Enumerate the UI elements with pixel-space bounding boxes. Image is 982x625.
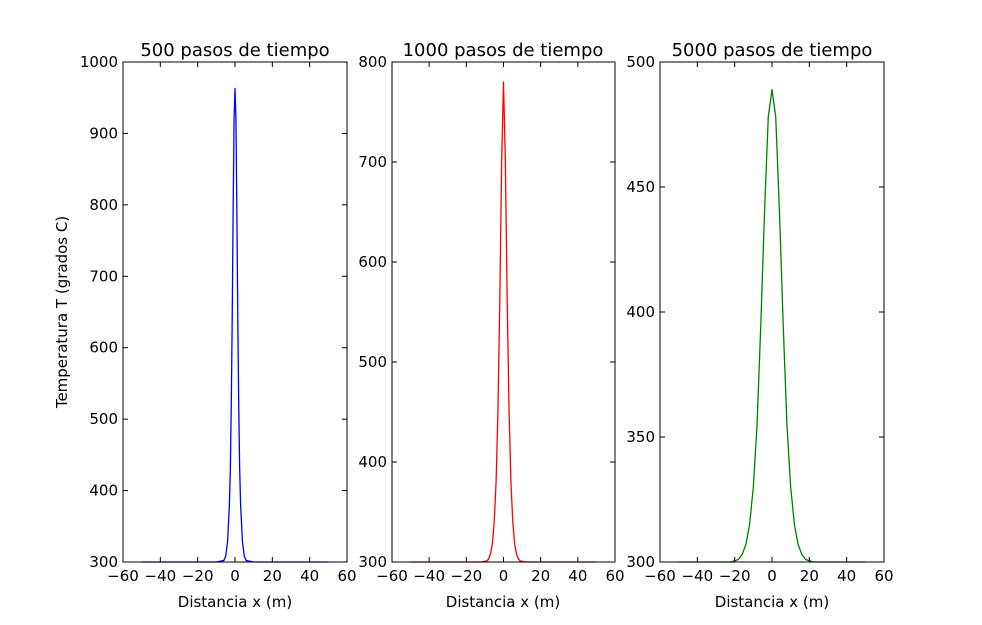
x-tick-label: 0 bbox=[499, 567, 509, 585]
panel-500-steps: 500 pasos de tiempo Distancia x (m) −60−… bbox=[80, 40, 357, 611]
x-axis-label: Distancia x (m) bbox=[178, 593, 292, 611]
x-tick-label: −20 bbox=[182, 567, 214, 585]
y-tick-label: 400 bbox=[626, 303, 655, 321]
plot-frame bbox=[122, 61, 348, 563]
y-tick-label: 350 bbox=[626, 428, 655, 446]
x-tick-label: −60 bbox=[644, 567, 676, 585]
y-tick-label: 600 bbox=[89, 339, 118, 357]
x-tick-label: 40 bbox=[568, 567, 587, 585]
x-tick-label: −40 bbox=[413, 567, 445, 585]
x-tick-label: 60 bbox=[337, 567, 356, 585]
x-tick-label: 60 bbox=[874, 567, 893, 585]
y-tick-label: 700 bbox=[89, 267, 118, 285]
x-axis-label: Distancia x (m) bbox=[446, 593, 560, 611]
panel-1000-steps: 1000 pasos de tiempo Distancia x (m) −60… bbox=[358, 40, 624, 611]
y-tick-label: 400 bbox=[358, 453, 387, 471]
series-line-0 bbox=[410, 81, 597, 563]
y-tick-label: 400 bbox=[89, 482, 118, 500]
x-tick-label: −20 bbox=[719, 567, 751, 585]
panel-title: 500 pasos de tiempo bbox=[140, 40, 329, 61]
y-tick-label: 1000 bbox=[80, 53, 118, 71]
y-tick-label: 300 bbox=[626, 553, 655, 571]
panel-title: 5000 pasos de tiempo bbox=[672, 40, 873, 61]
y-tick-label: 600 bbox=[358, 253, 387, 271]
panel-title: 1000 pasos de tiempo bbox=[403, 40, 604, 61]
y-tick-label: 300 bbox=[358, 553, 387, 571]
x-tick-label: −40 bbox=[682, 567, 714, 585]
x-tick-label: 40 bbox=[837, 567, 856, 585]
y-tick-label: 450 bbox=[626, 178, 655, 196]
x-tick-label: −60 bbox=[376, 567, 408, 585]
y-tick-label: 800 bbox=[358, 53, 387, 71]
x-tick-label: 40 bbox=[300, 567, 319, 585]
plot-frame bbox=[659, 61, 885, 563]
y-tick-label: 800 bbox=[89, 196, 118, 214]
x-tick-label: 60 bbox=[605, 567, 624, 585]
y-axis-label: Temperatura T (grados C) bbox=[53, 216, 71, 409]
x-tick-label: −20 bbox=[451, 567, 483, 585]
y-tick-label: 500 bbox=[358, 353, 387, 371]
panel-5000-steps: 5000 pasos de tiempo Distancia x (m) −60… bbox=[626, 40, 893, 611]
y-tick-label: 700 bbox=[358, 153, 387, 171]
y-tick-label: 900 bbox=[89, 124, 118, 142]
x-tick-label: −60 bbox=[107, 567, 139, 585]
plot-frame bbox=[391, 61, 616, 563]
x-tick-label: 0 bbox=[767, 567, 777, 585]
x-axis-label: Distancia x (m) bbox=[715, 593, 829, 611]
x-tick-label: 20 bbox=[531, 567, 550, 585]
x-tick-label: 20 bbox=[263, 567, 282, 585]
y-tick-label: 500 bbox=[626, 53, 655, 71]
y-tick-label: 300 bbox=[89, 553, 118, 571]
series-line-0 bbox=[678, 88, 866, 563]
x-tick-label: −40 bbox=[145, 567, 177, 585]
y-tick-label: 500 bbox=[89, 410, 118, 428]
series-line-0 bbox=[141, 87, 329, 563]
x-tick-label: 20 bbox=[800, 567, 819, 585]
x-tick-label: 0 bbox=[230, 567, 240, 585]
